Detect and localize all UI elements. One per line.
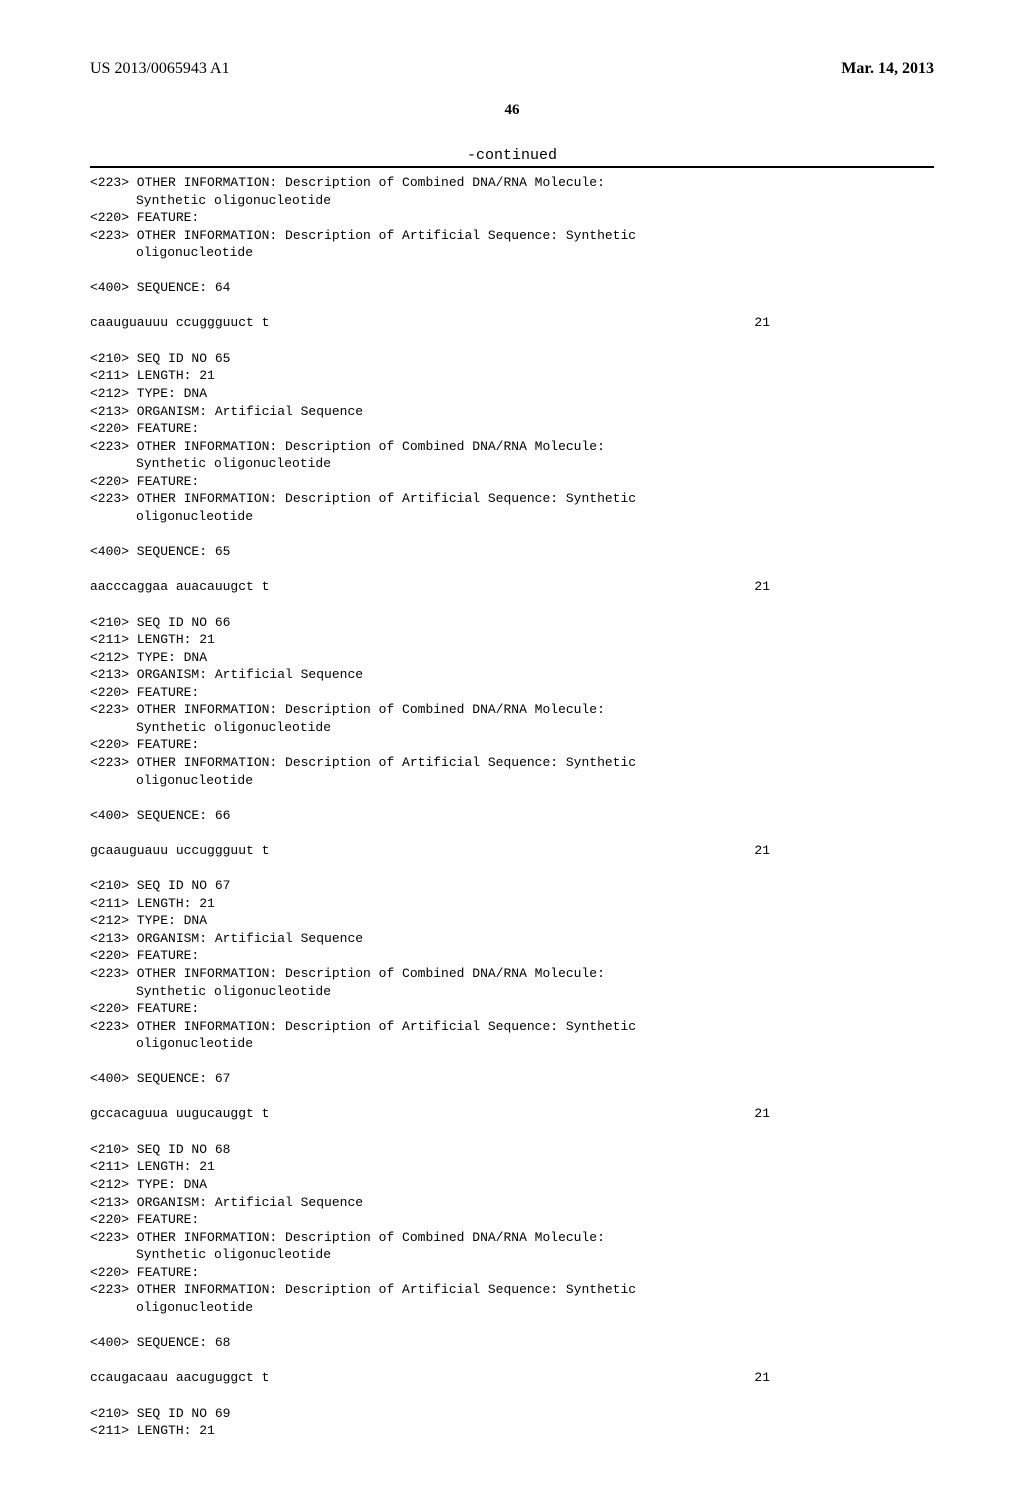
seq-tag-line: <223> OTHER INFORMATION: Description of … — [90, 1281, 934, 1299]
seq-tag-line: <220> FEATURE: — [90, 947, 934, 965]
seq-tag-line: <212> TYPE: DNA — [90, 649, 934, 667]
seq-400-header: <400> SEQUENCE: 67 — [90, 1070, 934, 1088]
seq-tag-line: <220> FEATURE: — [90, 420, 934, 438]
sequence-length: 21 — [754, 1369, 770, 1387]
sequence-entry: <210> SEQ ID NO 65<211> LENGTH: 21<212> … — [90, 350, 934, 596]
seq-tag-line: Synthetic oligonucleotide — [90, 192, 934, 210]
sequence-entry: <223> OTHER INFORMATION: Description of … — [90, 174, 934, 332]
sequence-entry: <210> SEQ ID NO 68<211> LENGTH: 21<212> … — [90, 1141, 934, 1387]
seq-tag-line: oligonucleotide — [90, 244, 934, 262]
seq-tag-line: <213> ORGANISM: Artificial Sequence — [90, 1194, 934, 1212]
sequence-row: ccaugacaau aacuguggct t 21 — [90, 1369, 770, 1387]
seq-tag-line: Synthetic oligonucleotide — [90, 719, 934, 737]
sequence-text: caauguauuu ccuggguuct t — [90, 314, 269, 332]
sequence-length: 21 — [754, 314, 770, 332]
sequence-row: aacccaggaa auacauugct t 21 — [90, 578, 770, 596]
seq-tag-line: <223> OTHER INFORMATION: Description of … — [90, 965, 934, 983]
seq-tag-line: <223> OTHER INFORMATION: Description of … — [90, 227, 934, 245]
page-header: US 2013/0065943 A1 Mar. 14, 2013 — [90, 60, 934, 78]
horizontal-rule — [90, 166, 934, 168]
seq-tag-line: oligonucleotide — [90, 508, 934, 526]
seq-tag-line: <210> SEQ ID NO 69 — [90, 1405, 934, 1423]
seq-tag-line: <211> LENGTH: 21 — [90, 1422, 934, 1440]
seq-tag-line: Synthetic oligonucleotide — [90, 1246, 934, 1264]
seq-tag-line: <213> ORGANISM: Artificial Sequence — [90, 930, 934, 948]
seq-tag-line: <213> ORGANISM: Artificial Sequence — [90, 666, 934, 684]
publication-number: US 2013/0065943 A1 — [90, 60, 230, 78]
seq-tag-line: <220> FEATURE: — [90, 1264, 934, 1282]
seq-tag-line: oligonucleotide — [90, 772, 934, 790]
seq-400-header: <400> SEQUENCE: 64 — [90, 279, 934, 297]
sequence-text: gcaauguauu uccuggguut t — [90, 842, 269, 860]
seq-400-header: <400> SEQUENCE: 68 — [90, 1334, 934, 1352]
seq-tag-line: <220> FEATURE: — [90, 209, 934, 227]
seq-tag-line: <220> FEATURE: — [90, 736, 934, 754]
publication-date: Mar. 14, 2013 — [841, 60, 934, 78]
seq-400-header: <400> SEQUENCE: 66 — [90, 807, 934, 825]
sequence-text: ccaugacaau aacuguggct t — [90, 1369, 269, 1387]
page-container: US 2013/0065943 A1 Mar. 14, 2013 46 -con… — [0, 0, 1024, 1498]
sequence-length: 21 — [754, 578, 770, 596]
seq-tag-line: <210> SEQ ID NO 65 — [90, 350, 934, 368]
seq-tag-line: <213> ORGANISM: Artificial Sequence — [90, 403, 934, 421]
sequence-row: gccacaguua uugucauggt t 21 — [90, 1105, 770, 1123]
seq-tag-line: <220> FEATURE: — [90, 1211, 934, 1229]
sequence-length: 21 — [754, 842, 770, 860]
seq-tag-line: <223> OTHER INFORMATION: Description of … — [90, 490, 934, 508]
seq-tag-line: <223> OTHER INFORMATION: Description of … — [90, 754, 934, 772]
seq-tag-line: <223> OTHER INFORMATION: Description of … — [90, 701, 934, 719]
seq-400-header: <400> SEQUENCE: 65 — [90, 543, 934, 561]
seq-tag-line: <211> LENGTH: 21 — [90, 895, 934, 913]
sequence-entry: <210> SEQ ID NO 69<211> LENGTH: 21 — [90, 1405, 934, 1440]
sequence-row: caauguauuu ccuggguuct t 21 — [90, 314, 770, 332]
seq-tag-line: Synthetic oligonucleotide — [90, 455, 934, 473]
sequence-row: gcaauguauu uccuggguut t 21 — [90, 842, 770, 860]
sequence-entry: <210> SEQ ID NO 67<211> LENGTH: 21<212> … — [90, 877, 934, 1123]
seq-tag-line: oligonucleotide — [90, 1299, 934, 1317]
seq-tag-line: <210> SEQ ID NO 67 — [90, 877, 934, 895]
seq-tag-line: <220> FEATURE: — [90, 1000, 934, 1018]
seq-tag-line: Synthetic oligonucleotide — [90, 983, 934, 1001]
seq-tag-line: <212> TYPE: DNA — [90, 385, 934, 403]
seq-tag-line: <210> SEQ ID NO 68 — [90, 1141, 934, 1159]
seq-tag-line: <211> LENGTH: 21 — [90, 1158, 934, 1176]
sequence-length: 21 — [754, 1105, 770, 1123]
seq-tag-line: <211> LENGTH: 21 — [90, 631, 934, 649]
page-number: 46 — [90, 102, 934, 119]
seq-tag-line: <220> FEATURE: — [90, 473, 934, 491]
sequence-entry: <210> SEQ ID NO 66<211> LENGTH: 21<212> … — [90, 614, 934, 860]
seq-tag-line: <210> SEQ ID NO 66 — [90, 614, 934, 632]
seq-tag-line: <212> TYPE: DNA — [90, 912, 934, 930]
seq-tag-line: oligonucleotide — [90, 1035, 934, 1053]
seq-tag-line: <223> OTHER INFORMATION: Description of … — [90, 438, 934, 456]
continued-label: -continued — [90, 147, 934, 164]
seq-tag-line: <212> TYPE: DNA — [90, 1176, 934, 1194]
sequence-text: gccacaguua uugucauggt t — [90, 1105, 269, 1123]
seq-tag-line: <223> OTHER INFORMATION: Description of … — [90, 174, 934, 192]
seq-tag-line: <220> FEATURE: — [90, 684, 934, 702]
seq-tag-line: <223> OTHER INFORMATION: Description of … — [90, 1018, 934, 1036]
sequence-listing: <223> OTHER INFORMATION: Description of … — [90, 174, 934, 1440]
seq-tag-line: <223> OTHER INFORMATION: Description of … — [90, 1229, 934, 1247]
sequence-text: aacccaggaa auacauugct t — [90, 578, 269, 596]
seq-tag-line: <211> LENGTH: 21 — [90, 367, 934, 385]
